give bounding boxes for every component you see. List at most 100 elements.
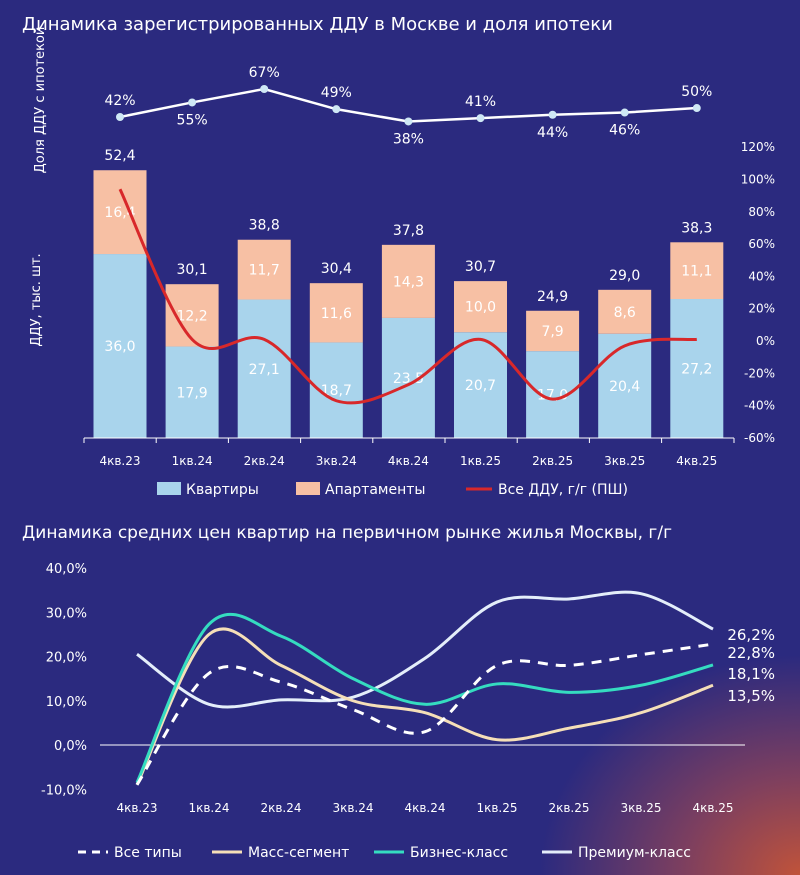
x-tick-label: 4кв.24: [388, 454, 429, 468]
x-tick-label: 3кв.24: [316, 454, 357, 468]
bar-apartments: [454, 281, 507, 333]
bar-apartments: [237, 239, 291, 300]
y-tick-label: 10,0%: [46, 695, 87, 710]
right-axis-tick: 60%: [748, 237, 775, 251]
bar-apartments-flats: [381, 317, 435, 438]
right-axis-tick: 120%: [741, 140, 775, 154]
right-axis-tick: -20%: [744, 366, 775, 380]
mortgage-share-point: [332, 105, 341, 114]
bar-total-label: 38,8: [249, 218, 280, 234]
bar-apartments: [670, 242, 724, 300]
x-tick-label: 1кв.25: [460, 454, 501, 468]
right-axis-tick: 100%: [741, 173, 775, 187]
bar-value-label: 20,7: [465, 378, 496, 394]
mortgage-share-label: 67%: [249, 65, 280, 81]
y-axis-label: ДДУ, тыс. шт.: [29, 253, 44, 346]
right-axis-tick: 80%: [748, 205, 775, 219]
mortgage-share-point: [260, 85, 269, 93]
x-tick-label: 2кв.24: [260, 801, 301, 815]
bar-value-label: 27,1: [249, 362, 280, 378]
bar-apartments: [526, 310, 580, 352]
legend-label: Премиум-класс: [578, 845, 691, 861]
x-tick-label: 4кв.23: [99, 454, 140, 468]
bar-value-label: 12,2: [177, 308, 208, 324]
bar-total-label: 52,4: [104, 148, 135, 164]
x-tick-label: 4кв.24: [404, 801, 445, 815]
bar-value-label: 27,2: [681, 362, 712, 378]
bar-apartments-flats: [237, 299, 291, 438]
bar-apartments: [93, 170, 147, 255]
mortgage-share-point: [548, 110, 557, 119]
bar-apartments: [309, 283, 363, 343]
bar-value-label: 8,6: [614, 305, 636, 321]
x-tick-label: 3кв.24: [332, 801, 373, 815]
mortgage-share-label: 42%: [104, 93, 135, 109]
bar-value-label: 20,4: [609, 379, 640, 395]
bar-value-label: 17,9: [177, 385, 208, 401]
legend-label-yoy: Все ДДУ, г/г (ПШ): [498, 482, 628, 498]
mortgage-share-point: [404, 117, 413, 126]
y-tick-label: 40,0%: [46, 562, 87, 577]
bar-total-label: 29,0: [609, 268, 640, 284]
chart-title-2: Динамика средних цен квартир на первично…: [22, 523, 672, 543]
yoy-line: [118, 188, 697, 405]
x-tick-label: 4кв.25: [692, 801, 733, 815]
bar-total-label: 30,4: [321, 261, 352, 277]
mortgage-share-point: [476, 114, 485, 123]
y-tick-label: 0,0%: [54, 739, 87, 754]
mortgage-share-point: [188, 98, 197, 107]
mortgage-share-label: 44%: [537, 125, 568, 141]
legend-label: Бизнес-класс: [410, 845, 508, 861]
mortgage-share-label: 50%: [681, 84, 712, 100]
series-line-бизнес-класс: [135, 612, 714, 784]
bar-total-label: 24,9: [537, 289, 568, 305]
bar-apartments-flats: [165, 346, 219, 438]
bar-total-label: 38,3: [681, 220, 712, 236]
end-value-label: 26,2%: [727, 626, 775, 644]
x-tick-label: 1кв.24: [188, 801, 229, 815]
mortgage-axis-label: Доля ДДУ с ипотекой: [33, 27, 48, 174]
mortgage-share-point: [692, 104, 701, 113]
mortgage-share-label: 41%: [465, 94, 496, 110]
bar-value-label: 36,0: [104, 339, 135, 355]
y-tick-label: -10,0%: [41, 783, 87, 798]
x-tick-label: 1кв.25: [476, 801, 517, 815]
right-axis-tick: 0%: [756, 334, 775, 348]
mortgage-share-label: 46%: [609, 123, 640, 139]
end-value-label: 22,8%: [727, 644, 775, 662]
bar-apartments: [598, 289, 652, 334]
bar-total-label: 30,7: [465, 259, 496, 275]
x-tick-label: 2кв.25: [548, 801, 589, 815]
x-tick-label: 2кв.24: [244, 454, 285, 468]
end-value-label: 18,1%: [727, 665, 775, 683]
bar-apartments-flats: [93, 254, 147, 438]
legend-label: Все типы: [114, 845, 182, 861]
legend-swatch-apartments: [296, 482, 320, 495]
series-line-премиум-класс: [136, 590, 714, 709]
bar-value-label: 11,1: [681, 264, 712, 280]
legend-label-flats: Квартиры: [186, 482, 259, 498]
right-axis-tick: 20%: [748, 302, 775, 316]
right-axis-tick: -40%: [744, 399, 775, 413]
bar-value-label: 11,7: [249, 263, 280, 279]
mortgage-share-point: [620, 108, 629, 117]
bar-apartments: [381, 244, 435, 318]
bar-value-label: 7,9: [541, 324, 563, 340]
bar-value-label: 18,7: [321, 383, 352, 399]
y-tick-label: 30,0%: [46, 606, 87, 621]
mortgage-share-label: 55%: [177, 112, 208, 128]
x-tick-label: 4кв.25: [676, 454, 717, 468]
legend-label-apartments: Апартаменты: [325, 482, 425, 498]
x-tick-label: 3кв.25: [604, 454, 645, 468]
x-tick-label: 1кв.24: [172, 454, 213, 468]
bar-value-label: 11,6: [321, 306, 352, 322]
x-tick-label: 2кв.25: [532, 454, 573, 468]
legend-swatch-flats: [157, 482, 181, 495]
bar-apartments-flats: [670, 299, 724, 438]
mortgage-share-label: 38%: [393, 131, 424, 147]
bar-total-label: 30,1: [177, 262, 208, 278]
mortgage-share-point: [116, 113, 124, 121]
bar-value-label: 10,0: [465, 300, 496, 316]
bar-total-label: 37,8: [393, 223, 424, 239]
